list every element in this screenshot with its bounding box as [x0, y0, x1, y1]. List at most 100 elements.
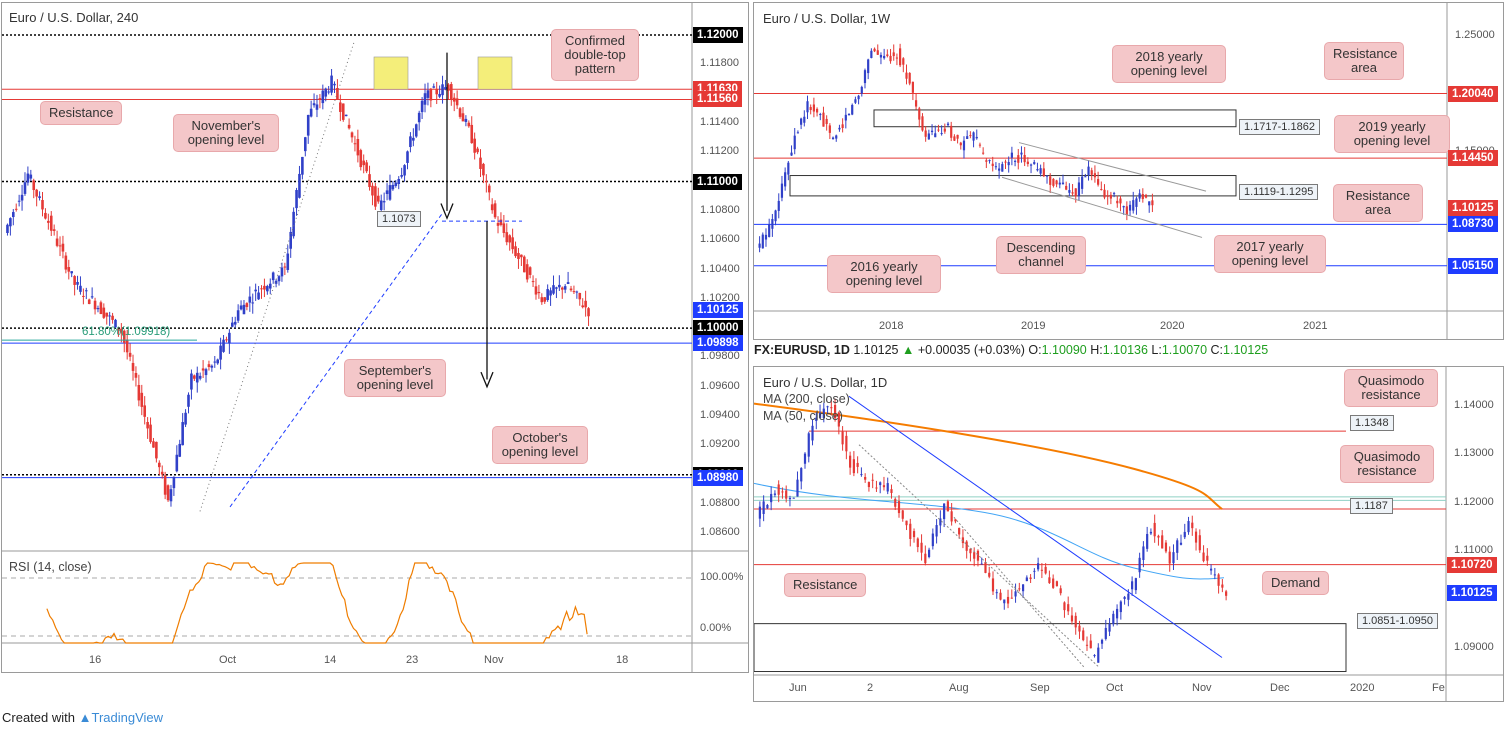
candle-body — [283, 266, 287, 268]
d1-chart-panel[interactable]: Euro / U.S. Dollar, 1D MA (200, close) M… — [753, 366, 1504, 702]
candle-body — [844, 114, 847, 121]
candle-body — [271, 272, 275, 281]
candle-body — [1021, 584, 1025, 592]
candle-body — [818, 412, 822, 418]
candle-body — [324, 88, 328, 97]
candle-body — [175, 454, 179, 472]
candle-body — [828, 125, 831, 133]
candle-body — [134, 372, 138, 378]
candle-body — [394, 182, 398, 186]
candle-body — [815, 417, 818, 421]
candle-body — [178, 443, 182, 457]
footer-brand[interactable]: TradingView — [91, 710, 164, 725]
candle-body — [467, 122, 471, 127]
chart-title: Euro / U.S. Dollar, 240 — [9, 10, 139, 25]
candle-body — [569, 288, 573, 291]
candle-body — [1067, 604, 1070, 612]
candle-body — [239, 305, 243, 310]
note-descending-channel: Descending channel — [996, 236, 1086, 274]
price-label: 1.14450 — [1448, 150, 1498, 167]
w1-chart-panel[interactable]: Euro / U.S. Dollar, 1W 2018 yearly openi… — [753, 2, 1504, 340]
candle-body — [851, 104, 854, 115]
candle-body — [1085, 644, 1089, 646]
candle-body — [131, 362, 135, 371]
candle-body — [826, 406, 829, 408]
candle-body — [1023, 154, 1026, 163]
candle-body — [450, 84, 453, 100]
h4-chart-canvas — [2, 3, 748, 672]
note-double-top: Confirmed double-top pattern — [551, 29, 639, 81]
candle-body — [1123, 596, 1126, 600]
candle-body — [499, 219, 503, 225]
price-label: 1.08730 — [1448, 216, 1498, 233]
candle-body — [953, 136, 956, 141]
candle-body — [1100, 189, 1103, 191]
candle-body — [1119, 198, 1122, 204]
candle-body — [155, 441, 158, 459]
candle-body — [995, 592, 998, 594]
x-tick-label: Nov — [1192, 682, 1212, 694]
candle-body — [1153, 522, 1156, 537]
candle-body — [455, 98, 459, 106]
candle-body — [803, 116, 806, 123]
h4-chart-panel[interactable]: Euro / U.S. Dollar, 240 Resistance Novem… — [1, 2, 749, 673]
candle-body — [365, 162, 368, 172]
dotted-trendline — [953, 516, 1085, 668]
candle-body — [572, 291, 576, 293]
open-label: O: — [1028, 343, 1042, 357]
candle-body — [169, 489, 173, 502]
candle-body — [899, 48, 902, 66]
candle-body — [1010, 597, 1013, 599]
candle-body — [854, 99, 857, 103]
candle-body — [1116, 200, 1119, 204]
candle-body — [9, 218, 12, 227]
candle-body — [225, 339, 228, 341]
tradingview-logo-icon[interactable]: ▲ — [78, 710, 92, 725]
candle-body — [493, 203, 497, 218]
candle-body — [90, 296, 94, 298]
candle-body — [1213, 574, 1216, 576]
y-tick-label: 1.11400 — [700, 115, 739, 128]
candle-body — [260, 288, 263, 290]
x-tick-label: 2 — [867, 682, 874, 694]
candle-body — [871, 479, 874, 481]
candle-body — [447, 84, 450, 91]
candle-body — [55, 238, 59, 246]
candle-body — [921, 116, 924, 131]
candle-body — [102, 307, 106, 318]
candle-body — [248, 296, 252, 303]
candle-body — [82, 295, 85, 297]
candle-body — [950, 511, 953, 522]
candle-body — [975, 136, 978, 139]
candle-body — [181, 422, 184, 446]
candle-body — [943, 128, 946, 132]
candle-body — [1125, 206, 1128, 215]
candle-body — [29, 174, 33, 179]
candle-body — [356, 138, 360, 156]
candle-body — [1194, 531, 1198, 543]
candle-body — [1082, 630, 1085, 641]
candle-body — [537, 291, 541, 294]
candle-body — [994, 166, 998, 168]
candle-body — [886, 483, 889, 492]
candle-body — [14, 208, 18, 210]
x-tick-label: Sep — [1030, 682, 1050, 694]
candle-body — [1074, 188, 1077, 197]
candle-body — [268, 283, 272, 289]
candle-body — [889, 55, 892, 62]
candle-body — [777, 200, 780, 211]
candle-body — [47, 220, 50, 223]
candle-body — [6, 224, 9, 233]
candle-body — [289, 231, 292, 249]
candle-body — [464, 118, 468, 122]
last-price: 1.10125 — [853, 343, 899, 357]
candle-body — [876, 50, 879, 55]
candle-body — [172, 476, 176, 489]
candle-body — [1029, 577, 1032, 580]
neckline-tag: 1.1073 — [377, 211, 421, 227]
candle-body — [1007, 161, 1010, 166]
y-tick-label: 1.14000 — [1454, 399, 1494, 412]
candle-body — [890, 489, 893, 493]
candle-body — [762, 501, 765, 514]
close-value: 1.10125 — [1223, 343, 1269, 357]
